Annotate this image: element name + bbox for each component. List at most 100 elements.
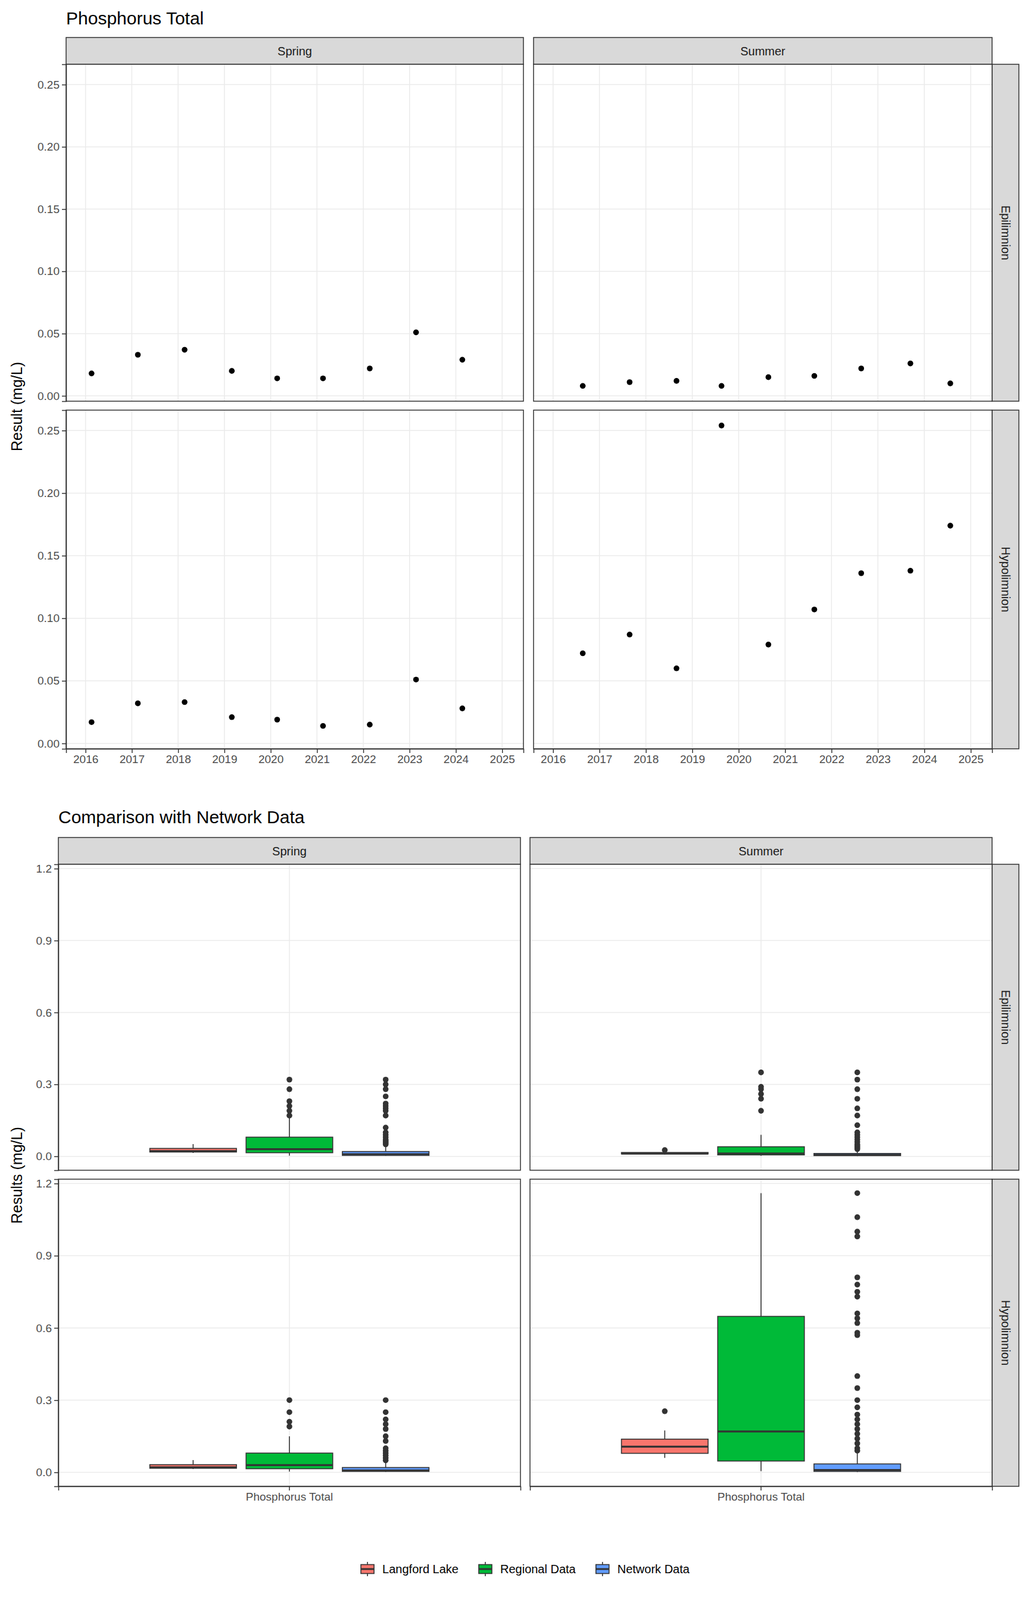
tick-label: 2016 [73,753,99,766]
tick-mark [552,749,554,754]
grid-line-x [288,1179,291,1487]
outlier [854,1077,861,1084]
grid-line-y [533,555,993,557]
grid-line-x [691,410,694,750]
panel-bg [58,864,521,1171]
panel-bg [66,410,524,750]
grid [529,1179,993,1487]
tick-label: 0.0 [36,1466,52,1480]
legend-key-median [596,1569,610,1571]
point [627,379,634,386]
panel-bg [529,864,993,1171]
point [88,370,95,377]
strip-bg [533,37,993,65]
tick: 2023 [397,749,423,766]
tick: 0.10 [37,612,67,625]
grid-line-x [501,410,503,750]
outlier [758,1084,765,1091]
tick: 0.0 [36,1466,59,1480]
box-body [150,1465,237,1470]
box [245,1077,333,1156]
grid-line-y [66,209,524,211]
outlier [382,1077,389,1084]
point [765,374,772,381]
legend-item: Regional Data [478,1562,577,1577]
point [947,380,954,387]
strip-label: Hypolimnion [999,1300,1013,1367]
outlier [854,1070,861,1077]
tick-label: 2021 [772,753,798,766]
tick-mark [61,618,67,620]
tick-label: 2017 [119,753,145,766]
tick: 0.25 [37,424,67,438]
box-body [342,1467,430,1472]
axis-line [534,749,993,754]
outlier [382,1417,389,1424]
grid-line-x [877,410,879,750]
tick: 2025 [490,749,516,766]
median [342,1153,430,1156]
axis-line [58,1487,522,1492]
strip-bg [58,837,521,865]
tick-label: 2024 [443,753,470,766]
tick-label: 2016 [540,753,566,766]
grid-line-x [552,410,554,750]
grid-line-y [533,680,993,682]
outlier [854,1412,861,1419]
legend: Langford LakeRegional DataNetwork Data [360,1562,691,1577]
outlier [854,1289,861,1296]
outlier [382,1397,389,1404]
grid-line-y [533,493,993,495]
tick-mark [288,1486,291,1492]
median [245,1148,333,1151]
outlier [286,1419,293,1426]
tick: 0.0 [36,1150,59,1163]
median [621,1446,709,1449]
y-axis: 0.000.050.100.150.200.25 [37,64,67,403]
whisker [192,1460,195,1466]
axis-line [66,749,525,754]
tick: 2017 [587,749,613,766]
tick: 2016 [73,749,99,766]
tick-mark [54,868,59,871]
box [245,1397,333,1473]
grid-line-x [270,410,272,750]
outlier [854,1112,861,1119]
tick-label: 0.3 [36,1394,52,1408]
outlier [758,1108,765,1115]
chart: Comparison with Network DataResults (mg/… [8,807,1019,1577]
tick-label: 0.00 [37,390,60,403]
tick-mark [224,749,226,754]
tick-mark [54,1472,59,1474]
y-axis-title: Results (mg/L) [8,1127,26,1225]
grid-line-x [223,410,226,750]
legend-item: Network Data [596,1562,691,1577]
strip-bg [66,37,524,65]
axis-line [54,1180,59,1488]
grid-line-y [66,680,524,682]
tick: 2017 [119,749,145,766]
outlier [382,1093,389,1100]
tick: 0.10 [37,264,67,278]
grid-line-x [362,410,364,750]
point [858,365,865,372]
outlier [382,1101,389,1108]
tick: 2019 [211,749,238,766]
point [366,365,373,372]
outlier [382,1124,389,1131]
grid-line-y [66,743,524,745]
legend-key-box [360,1565,374,1575]
panel-border [66,64,524,402]
panel: 2016201720182019202020212022202320242025 [533,410,993,766]
tick-mark [61,430,67,432]
tick: 0.20 [37,487,67,500]
strip-bg [529,837,993,865]
point [181,699,188,706]
point [811,606,818,613]
tick-label: 2018 [633,753,659,766]
tick-label: 0.25 [37,424,60,438]
point [673,378,680,385]
grid-line-x [131,410,133,750]
tick: 0.00 [37,737,67,751]
tick: 0.3 [36,1078,59,1091]
